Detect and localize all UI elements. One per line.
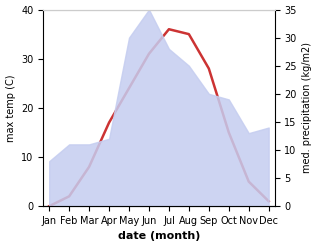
Y-axis label: max temp (C): max temp (C) — [5, 74, 16, 142]
X-axis label: date (month): date (month) — [118, 231, 200, 242]
Y-axis label: med. precipitation (kg/m2): med. precipitation (kg/m2) — [302, 42, 313, 173]
